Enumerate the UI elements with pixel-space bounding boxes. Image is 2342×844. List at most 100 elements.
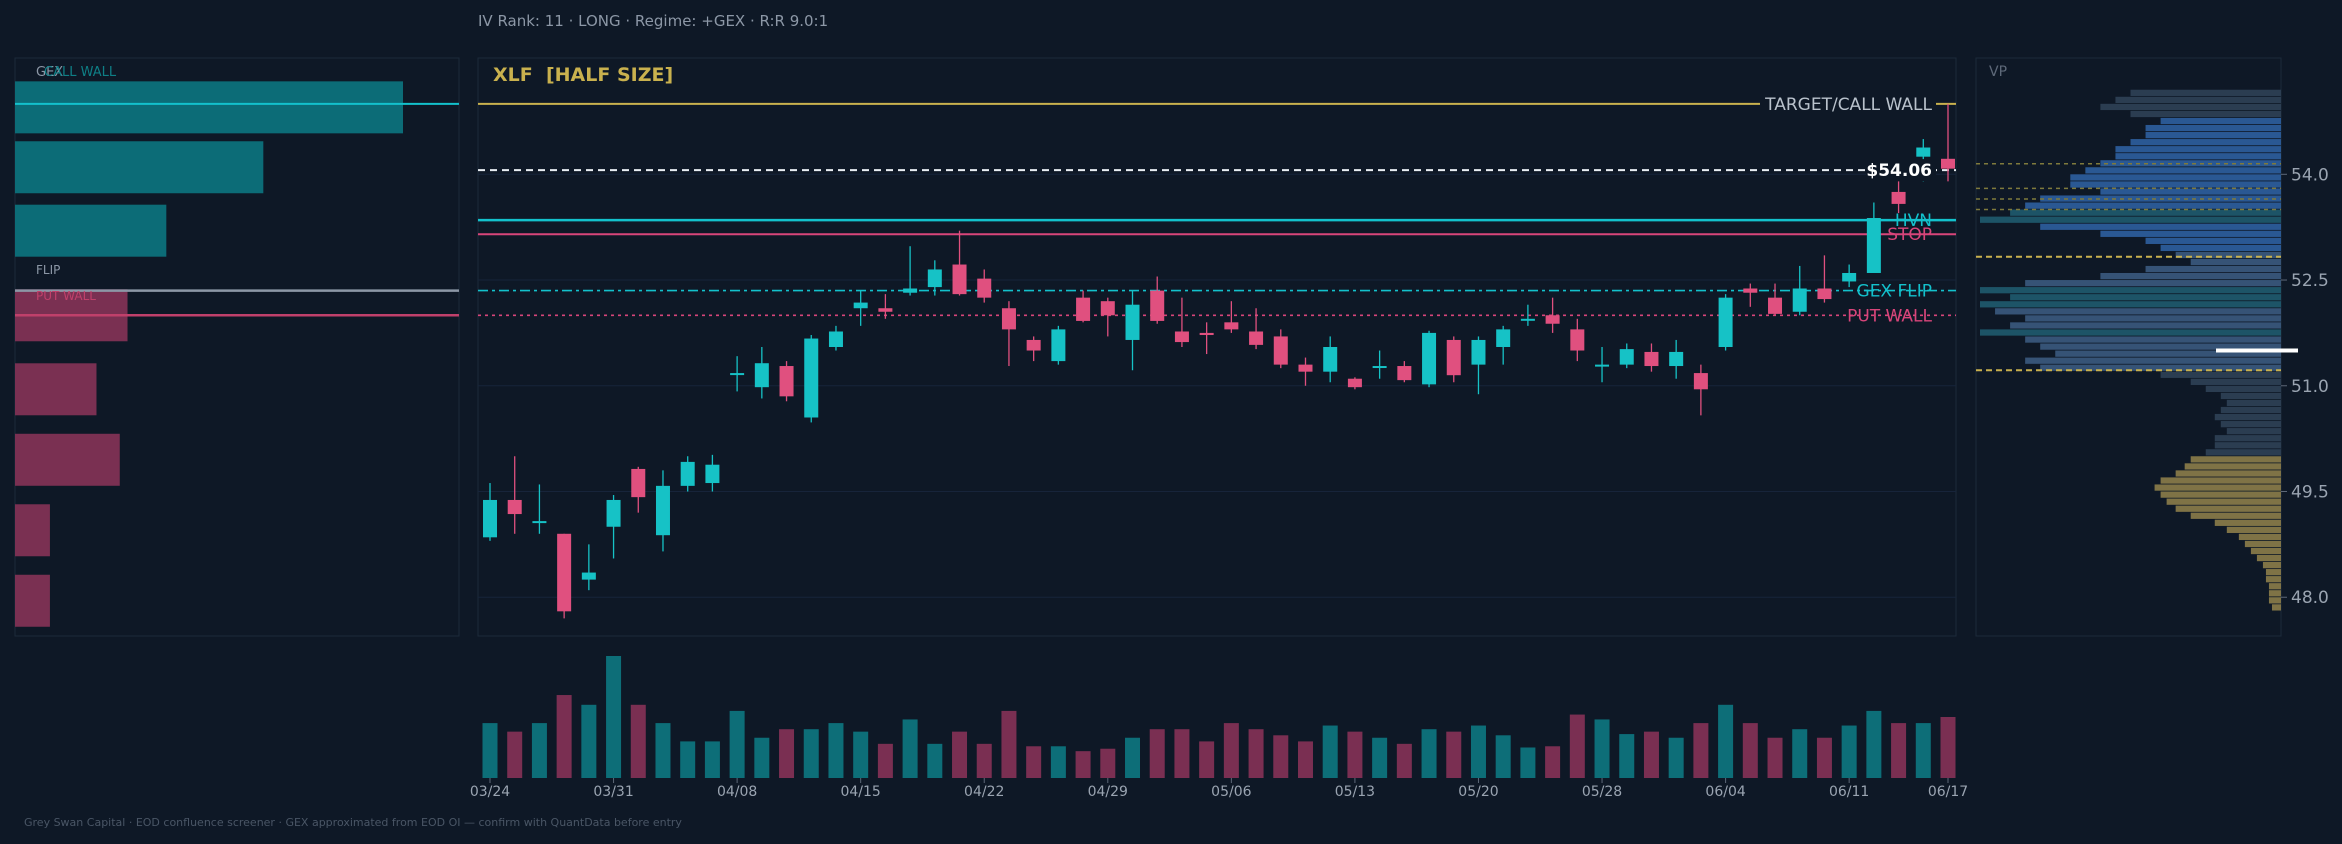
vp-row [2214,442,2281,449]
vp-row [2220,406,2281,414]
volume-bar [1372,737,1388,778]
volume-bar [1421,729,1437,778]
volume-bar [1396,743,1412,778]
gex-panel: GEX CALL WALL FLIP PUT WALL [14,57,460,637]
candle-body [1323,347,1338,372]
volume-bar [1273,735,1289,778]
volume-bar [1520,747,1536,778]
volume-bar [1446,731,1462,778]
volume-bar [1891,723,1907,778]
vp-row [2100,103,2281,111]
vp-row [2268,590,2281,597]
volume-bar [1322,725,1338,778]
x-tick-label: 04/15 [840,784,880,800]
volume-bar [1569,714,1585,778]
vp-row [2205,385,2281,393]
x-tick-label: 04/29 [1088,784,1128,800]
vp-row [2214,435,2281,442]
vp-row [1980,216,2281,223]
vp-row [2220,421,2281,428]
vp-row [2040,223,2281,230]
candle-body [1273,336,1288,365]
volume-bar [853,731,869,778]
price-tag-bg [1866,159,1936,182]
candle-body [1298,364,1313,372]
candle-body [779,366,794,397]
candle-body [1150,290,1165,321]
vp-row [2265,569,2281,576]
candle-body [952,264,967,295]
candle-body [1792,288,1807,312]
volume-bar [1248,729,1264,778]
vp-row [2115,146,2281,153]
vp-row [2262,561,2281,569]
candle-body [1545,315,1560,324]
volume-bar [1643,731,1659,778]
volume-bar [1495,735,1511,778]
vp-row [2010,209,2281,216]
volume-bar [507,731,523,778]
gex-bar [15,204,167,257]
volume-bar [1149,729,1165,778]
level-label-stop: STOP [1887,225,1932,245]
level-label-gex-flip: GEX FLIP [1857,282,1932,302]
volume-bar [704,741,720,778]
level-label--54-06: $54.06 [1866,161,1932,181]
candle-body [1520,318,1535,321]
vp-row [1995,308,2281,315]
vp-row [2100,160,2281,167]
candle-body [1076,297,1091,321]
vp-row [2256,554,2281,562]
vp-row [2040,364,2281,371]
vp-row [1980,329,2281,336]
volume-bar [1125,737,1141,778]
volume-bar [828,723,844,778]
gex-bar [15,81,403,134]
volume-bar [1841,725,1857,778]
candle-body [507,499,522,515]
vp-row [2271,604,2281,611]
vp-row [2145,265,2281,273]
level-label-target-call-wall: TARGET/CALL WALL [1764,95,1932,115]
candle-body [1866,218,1881,273]
x-tick-label: 05/20 [1458,784,1498,800]
candle-body [1249,331,1264,345]
volume-bar [1668,737,1684,778]
candle-body [680,461,695,486]
vp-row [2244,540,2281,548]
gex-bar [15,504,50,557]
vp-row [2226,526,2281,533]
volume-bar [1866,710,1882,778]
volume-bar [630,704,646,778]
vp-row [2010,294,2281,301]
volume-bar [1792,729,1808,778]
vp-row [2100,230,2281,237]
vp-row [2205,449,2281,456]
candle-body [581,572,596,580]
vp-row [2145,237,2281,244]
candle-body [1768,297,1783,314]
volume-bar [1594,719,1610,778]
candle-body [730,373,745,376]
vp-row [2025,336,2281,343]
vp-row [2130,110,2281,118]
volume-bar [1026,746,1042,778]
volume-bar [952,731,968,778]
candle-body [1051,329,1066,362]
vp-row [2214,519,2281,526]
candle-body [1916,147,1931,157]
candle-body [804,338,819,418]
candle-body [1669,351,1684,367]
vp-row [2265,576,2281,583]
vp-row [2145,124,2281,132]
volume-bar [581,704,597,778]
header-summary: IV Rank: 11 · LONG · Regime: +GEX · R:R … [478,12,828,30]
gex-label-gex: GEX [36,65,63,80]
x-tick-label: 03/24 [470,784,510,800]
vp-row [2145,132,2281,139]
price-panel-frame [477,57,1957,637]
vp-row [2184,463,2281,470]
candle-body [977,278,992,298]
volume-bar [1742,723,1758,778]
